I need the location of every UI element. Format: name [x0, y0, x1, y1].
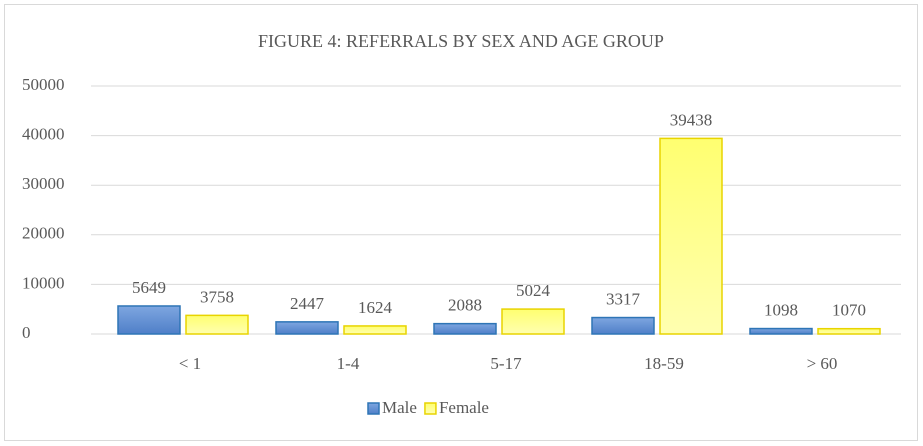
- bar: [275, 321, 339, 335]
- y-tick-label: 10000: [22, 273, 65, 292]
- data-label: 2447: [290, 294, 325, 313]
- data-label: 3317: [606, 289, 641, 308]
- x-tick-label: 18-59: [644, 354, 684, 373]
- x-tick-label: > 60: [807, 354, 838, 373]
- legend-label: Male: [382, 398, 417, 417]
- bar: [749, 327, 813, 335]
- x-tick-label: < 1: [179, 354, 201, 373]
- bar: [501, 308, 565, 335]
- chart-title: FIGURE 4: REFERRALS BY SEX AND AGE GROUP: [258, 31, 664, 51]
- legend-swatch: [424, 402, 437, 415]
- bar: [433, 322, 497, 335]
- y-tick-label: 50000: [22, 75, 65, 94]
- data-label: 2088: [448, 296, 482, 315]
- y-tick-label: 40000: [22, 125, 65, 144]
- y-tick-label: 20000: [22, 224, 65, 243]
- data-label: 1624: [358, 298, 393, 317]
- legend-swatch: [367, 402, 380, 415]
- bar: [591, 316, 655, 335]
- data-label: 1070: [832, 301, 866, 320]
- bar: [343, 325, 407, 335]
- x-tick-label: 1-4: [337, 354, 360, 373]
- y-tick-label: 30000: [22, 174, 65, 193]
- data-label: 39438: [670, 110, 713, 129]
- data-label: 3758: [200, 287, 234, 306]
- data-label: 5649: [132, 278, 166, 297]
- bar: [117, 305, 181, 335]
- chart-frame: [4, 4, 918, 441]
- x-tick-label: 5-17: [490, 354, 522, 373]
- data-label: 1098: [764, 300, 798, 319]
- legend-label: Female: [439, 398, 489, 417]
- bar: [659, 137, 723, 335]
- y-tick-label: 0: [22, 323, 31, 342]
- bar: [817, 327, 881, 335]
- data-label: 5024: [516, 281, 551, 300]
- bar: [185, 314, 249, 335]
